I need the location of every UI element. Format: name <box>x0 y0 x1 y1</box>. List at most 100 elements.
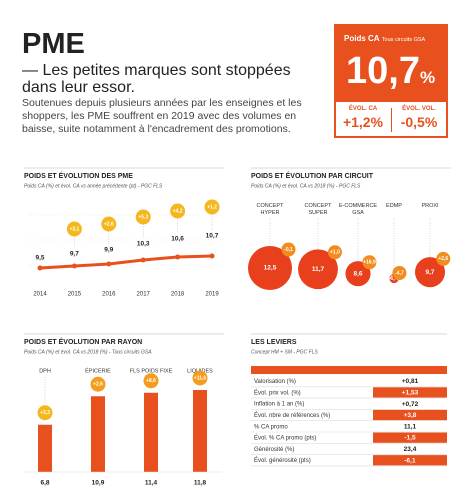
value-label: 9,7 <box>70 251 79 258</box>
category-label: ÉPICERIE <box>85 367 111 374</box>
evolution-bubble <box>37 405 53 421</box>
bar <box>91 396 105 472</box>
value-label: 9,9 <box>104 247 113 254</box>
evolution-bubble <box>281 242 296 257</box>
category-label: CONCEPT HYPER <box>256 203 284 216</box>
evolution-label: +3,1 <box>69 226 79 232</box>
kpi-item: ÉVOL. VOL. -0,5% <box>392 106 446 130</box>
evolution-bubble <box>192 370 208 386</box>
value-label: 12,5 <box>264 265 277 272</box>
section-subtitle: Poids CA (%) et évol. CA vs 2018 (%) - P… <box>251 183 361 189</box>
value-label: 10,9 <box>92 480 105 487</box>
point <box>175 254 181 260</box>
category-label: EDMP <box>386 203 402 209</box>
evolution-bubble <box>436 251 451 266</box>
x-tick-label: 2015 <box>68 292 82 298</box>
value-label: 6,8 <box>40 480 49 487</box>
value-cell <box>373 409 447 421</box>
bubble <box>248 246 292 290</box>
value-label: 11,8 <box>194 480 207 487</box>
kpi-item-label: ÉVOL. CA <box>348 106 378 112</box>
row-value: -6,1 <box>404 457 416 464</box>
bubble <box>345 261 371 287</box>
evolution-label: +2,6 <box>438 256 448 262</box>
bar <box>193 390 207 472</box>
evolution-bubble <box>90 376 106 392</box>
table-header <box>251 366 447 374</box>
evolution-label: +16,9 <box>363 260 376 266</box>
value-cell <box>373 387 447 398</box>
value-label: 9,7 <box>425 269 434 276</box>
row-label: Valorisation (%) <box>254 379 296 385</box>
row-label: Générosité (%) <box>254 447 294 453</box>
evolution-bubble <box>327 245 342 260</box>
x-tick-label: 2019 <box>205 292 219 298</box>
kpi-header: Poids CA Tous circuits GSA 10,7% <box>336 26 446 102</box>
row-label: Évol. nbre de références (%) <box>254 412 330 419</box>
value-label: 11,7 <box>312 266 325 273</box>
kpi-scope: Tous circuits GSA <box>381 37 426 43</box>
section-title: LES LEVIERS <box>251 339 297 346</box>
page-subtitle: — Les petites marques sont stoppées dans… <box>22 62 291 96</box>
x-tick-label: 2016 <box>102 292 116 298</box>
value-label: 9,5 <box>35 255 44 262</box>
evolution-label: +1,2 <box>207 204 217 210</box>
kpi-item-value: +1,2% <box>342 114 384 130</box>
evolution-bubble <box>101 216 117 232</box>
point <box>140 257 146 263</box>
evolution-bubble <box>170 203 186 219</box>
row-value: +3,8 <box>404 412 417 419</box>
evolution-bubble <box>362 255 377 270</box>
section-subtitle: Concept HM + SM - PGC FLS <box>251 349 318 355</box>
x-tick-label: 2014 <box>33 292 47 298</box>
evolution-label: +8,6 <box>146 378 156 384</box>
evolution-label: +1,0 <box>330 250 340 256</box>
row-label: % CA promo <box>254 424 288 430</box>
evolution-bubble <box>204 199 220 215</box>
value-label: 11,4 <box>145 480 158 487</box>
row-label: Évol. générosité (pts) <box>254 457 311 464</box>
evolution-label: +3,3 <box>40 410 50 416</box>
evolution-label: +4,2 <box>173 208 183 214</box>
evolution-bubble <box>392 265 407 280</box>
row-value: 11,1 <box>404 423 417 430</box>
page-title: PME <box>22 28 85 60</box>
kpi-label: Poids CA <box>344 34 380 43</box>
row-label: Évol. % CA promo (pts) <box>254 435 316 442</box>
value-label: 8,6 <box>353 270 362 277</box>
row-value: -1,5 <box>404 435 416 442</box>
bubble <box>298 249 338 290</box>
category-label: FLS POIDS FIXE <box>130 368 173 374</box>
value-cell <box>373 455 447 466</box>
section-subtitle: Poids CA (%) et évol. CA vs année précéd… <box>24 183 163 189</box>
point <box>209 253 215 259</box>
evolution-label: +11,6 <box>194 375 207 381</box>
bar <box>144 392 158 472</box>
kpi-divider <box>391 108 392 132</box>
kpi-item: ÉVOL. CA +1,2% <box>336 106 390 130</box>
bar <box>38 424 52 472</box>
kpi-box: Poids CA Tous circuits GSA 10,7% ÉVOL. C… <box>334 24 448 138</box>
x-tick-label: 2018 <box>171 292 185 298</box>
kpi-label-group: Poids CA Tous circuits GSA <box>344 34 425 43</box>
category-label: PROXI <box>421 203 439 209</box>
point <box>106 261 112 267</box>
kpi-item-label: ÉVOL. VOL. <box>402 106 436 112</box>
value-cell <box>373 432 447 443</box>
section-subtitle: Poids CA (%) et évol. CA vs 2018 (%) - T… <box>24 349 152 355</box>
point <box>71 263 77 269</box>
category-label: DPH <box>39 368 51 374</box>
section-title: POIDS ET ÉVOLUTION PAR CIRCUIT <box>251 171 374 180</box>
value-label: 4,4 <box>389 275 398 282</box>
bubble <box>414 257 446 288</box>
kpi-value: 10,7 <box>346 50 420 92</box>
evolution-label: +2,6 <box>104 221 114 227</box>
evolution-label: +5,3 <box>138 214 148 220</box>
x-tick-label: 2017 <box>137 292 151 298</box>
kpi-item-value: -0,5% <box>400 114 438 130</box>
evolution-label: +2,6 <box>93 382 103 388</box>
row-value: +0,72 <box>402 401 419 408</box>
row-label: Évol. prix vol. (%) <box>254 389 301 396</box>
